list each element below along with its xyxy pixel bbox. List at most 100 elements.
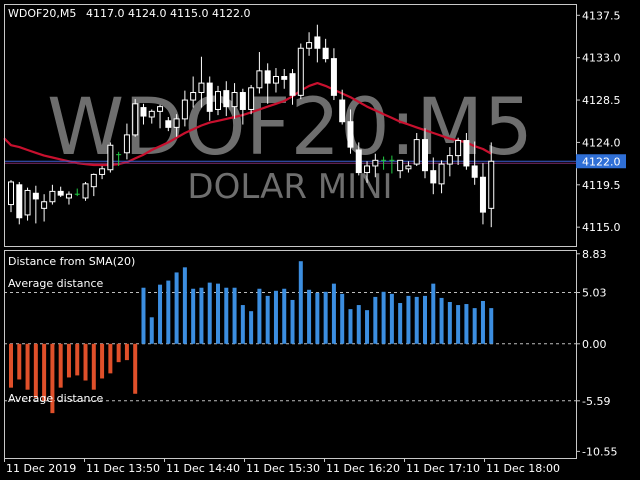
distance-bar — [373, 296, 378, 344]
price-ytick-label: 4137.5 — [582, 9, 621, 22]
distance-bar — [431, 283, 436, 344]
distance-bar — [174, 272, 179, 344]
distance-bar — [365, 310, 370, 344]
candle-body-down — [355, 149, 362, 174]
candle-body-up — [157, 106, 164, 112]
distance-bar — [265, 295, 270, 344]
distance-bar — [9, 343, 13, 388]
candle-body-down — [330, 58, 337, 96]
distance-bar — [406, 295, 411, 344]
candle-body-up — [446, 155, 453, 165]
distance-bar — [356, 305, 361, 344]
distance-bar — [158, 284, 163, 344]
candle-body-up — [297, 47, 304, 96]
candle-body-up — [49, 190, 56, 203]
distance-bar — [414, 296, 419, 344]
indicator-panel-frame — [4, 250, 577, 459]
candle-body-up — [364, 165, 371, 174]
candle-body-up — [82, 183, 89, 199]
xtick-label: 11 Dec 18:00 — [486, 462, 560, 475]
distance-bar — [199, 287, 204, 344]
distance-bar — [249, 311, 254, 344]
distance-bar — [66, 343, 71, 378]
frame-layer — [4, 4, 577, 459]
candle-body-up — [272, 76, 279, 84]
candle-body-down — [463, 140, 470, 167]
distance-bar — [191, 288, 196, 344]
candle-body-up — [24, 189, 31, 216]
candle-body-up — [190, 92, 197, 101]
distance-bar — [91, 343, 96, 390]
candle-body-down — [430, 170, 437, 184]
candle-body-down — [239, 92, 246, 110]
indicator-panel: Distance from SMA(20) Average distance A… — [4, 255, 576, 414]
distance-bar — [298, 261, 303, 344]
avg-upper-label: Average distance — [8, 277, 104, 290]
current-price-label: 4122.0 — [582, 155, 621, 168]
indicator-ytick-label: 0.00 — [582, 338, 607, 351]
indicator-title: Distance from SMA(20) — [8, 255, 135, 268]
distance-bar — [307, 289, 312, 344]
distance-bar — [389, 293, 394, 344]
sma-line — [3, 81, 492, 167]
xtick-label: 11 Dec 13:50 — [86, 462, 160, 475]
candle-body-up — [405, 165, 412, 170]
distance-bar — [348, 309, 353, 344]
candle-body-up — [65, 193, 72, 199]
ohlc-label: 4117.0 4124.0 4115.0 4122.0 — [86, 7, 250, 20]
distance-bar — [166, 280, 171, 344]
candle-body-down — [479, 176, 486, 213]
candles-layer — [4, 24, 576, 228]
candle-body-down — [422, 139, 428, 172]
indicator-ytick-label: -5.59 — [582, 395, 610, 408]
indicator-ytick-label: -10.55 — [582, 445, 617, 458]
price-ytick-label: 4124.0 — [582, 136, 621, 149]
distance-bar — [489, 308, 494, 344]
current-price-box — [576, 154, 626, 169]
xtick-label: 11 Dec 16:20 — [326, 462, 400, 475]
distance-bar — [124, 343, 129, 361]
candle-body-down — [339, 99, 346, 123]
xtick-label: 11 Dec 2019 — [6, 462, 76, 475]
candle-body-down — [140, 107, 147, 117]
distance-bar — [17, 343, 22, 380]
distance-bar — [282, 288, 287, 344]
distance-bar — [100, 343, 105, 379]
candle-body-up — [173, 118, 180, 128]
price-ytick-label: 4128.5 — [582, 94, 621, 107]
avg-lower-label: Average distance — [8, 392, 104, 405]
distance-bar — [224, 287, 229, 344]
candle-body-down — [289, 73, 296, 96]
price-panel-frame — [4, 4, 577, 247]
candle-body-down — [206, 82, 213, 112]
candle-body-up — [455, 140, 462, 157]
candle-body-down — [471, 165, 478, 178]
candle-body-up — [215, 91, 221, 110]
candle-body-up — [248, 87, 255, 110]
distance-bar — [315, 292, 320, 344]
candle-body-down — [32, 192, 39, 200]
distance-bar — [381, 291, 386, 344]
distance-bar — [447, 302, 452, 344]
candle-body-down — [57, 190, 64, 196]
candle-body-up — [148, 110, 155, 118]
candle-body-down — [281, 76, 288, 80]
watermark-name: DOLAR MINI — [187, 167, 392, 207]
candle-body-up — [99, 168, 106, 175]
distance-bar — [240, 305, 245, 344]
candle-body-up — [413, 139, 420, 165]
candle-body-up — [438, 163, 445, 185]
candle-body-down — [314, 36, 321, 49]
distance-bar — [83, 343, 88, 381]
distance-bar — [33, 343, 38, 398]
candle-body-up — [306, 42, 313, 49]
distance-bar — [456, 305, 461, 344]
distance-bar — [439, 297, 444, 344]
distance-bar — [75, 343, 80, 376]
symbol-label: WDOF20,M5 — [8, 7, 76, 20]
candle-body-up — [132, 103, 139, 136]
candle-body-up — [488, 160, 495, 209]
distance-bar — [423, 295, 427, 344]
distance-bar — [108, 343, 113, 374]
candle-body-up — [397, 159, 404, 172]
